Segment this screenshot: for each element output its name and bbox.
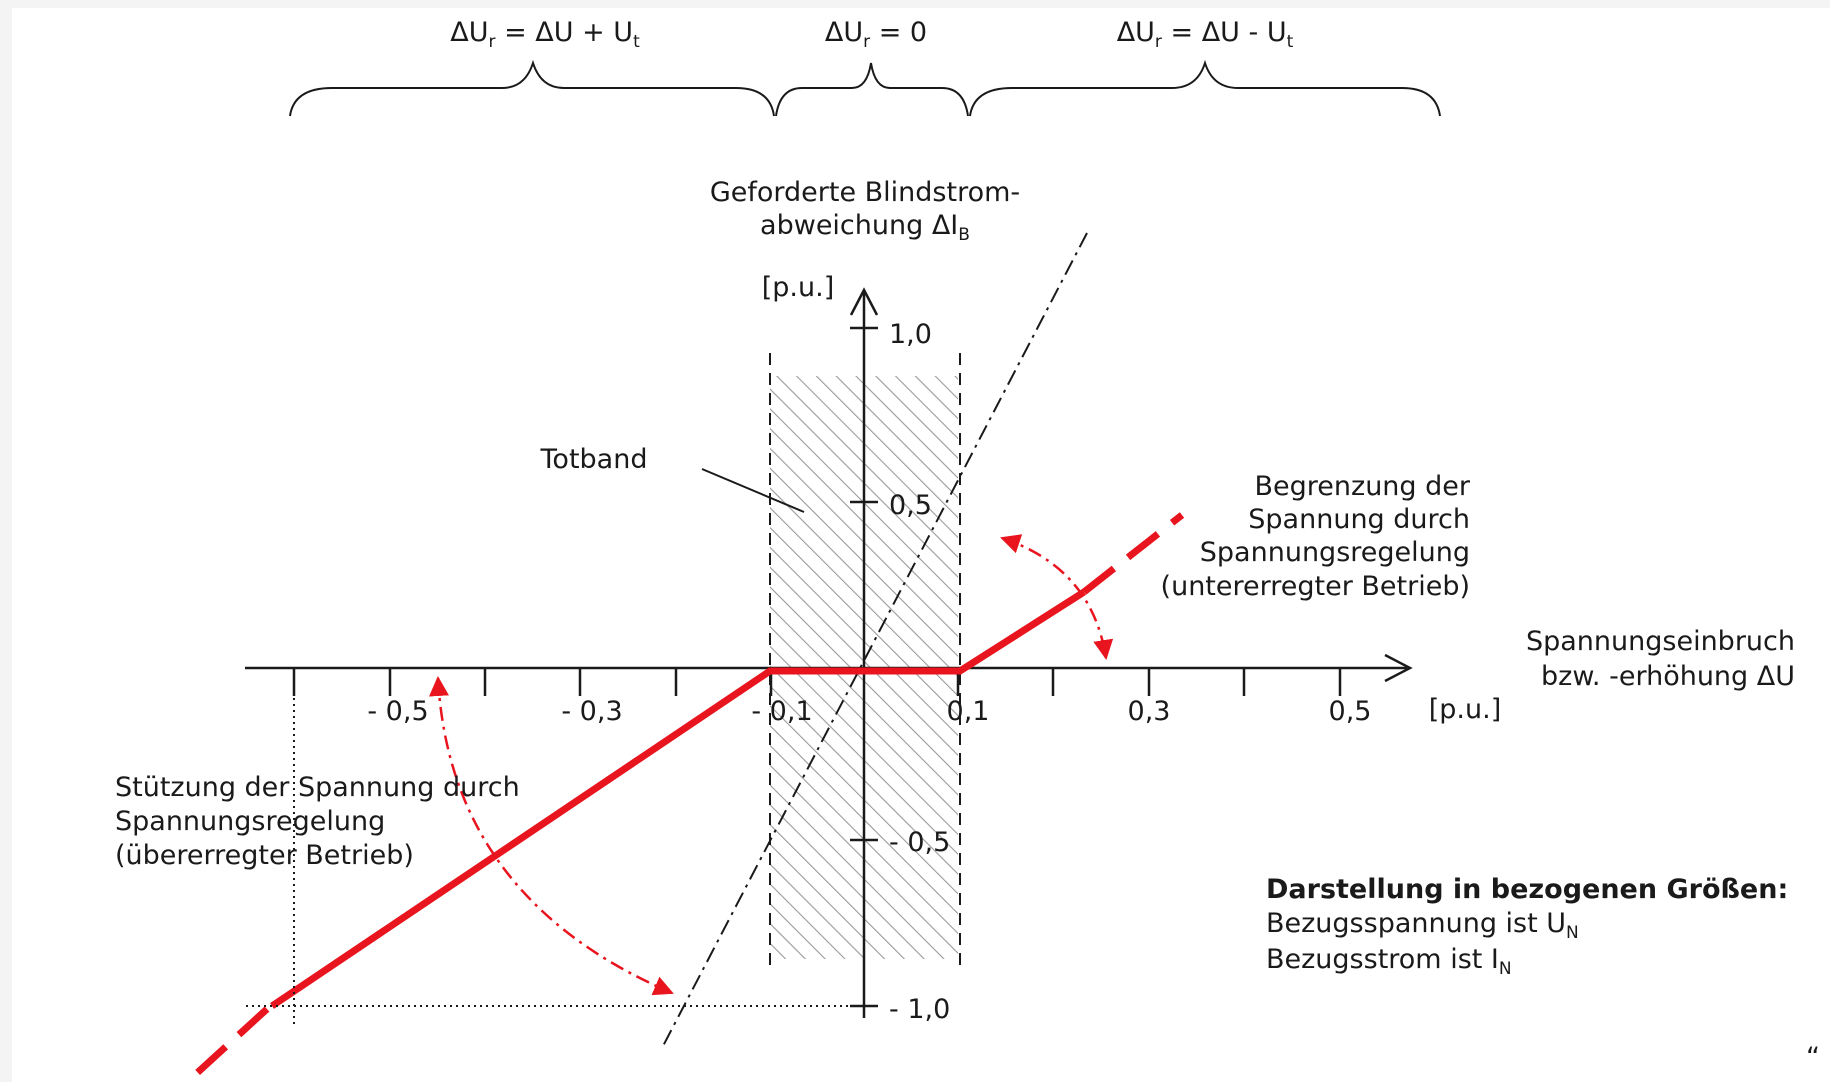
lower-label-line1: Stützung der Spannung durch	[115, 772, 520, 803]
x-tick-label: - 0,5	[367, 696, 428, 727]
y-tick-label: - 0,5	[889, 827, 950, 858]
y-tick-label: 1,0	[889, 319, 932, 350]
brace-right	[969, 59, 1441, 117]
upper-label-line4: (untererregter Betrieb)	[1161, 571, 1470, 602]
upper-label-line1: Begrenzung der	[1255, 471, 1471, 502]
x-axis-unit: [p.u.]	[1429, 694, 1501, 725]
region-label-right: ΔUr = ΔU - Ut	[1117, 17, 1294, 52]
x-tick-label: 0,3	[1128, 696, 1171, 727]
angle-arrow-upper	[1000, 534, 1114, 660]
reactive-current-characteristic-diagram: ΔUr = ΔU + Ut ΔUr = 0 ΔUr = ΔU - Ut - 0,…	[115, 17, 1820, 1076]
y-axis-title-line1: Geforderte Blindstrom-	[710, 177, 1020, 208]
y-axis-unit: [p.u.]	[762, 272, 834, 303]
brace-center	[775, 62, 969, 117]
lower-label-line3: (übererregter Betrieb)	[115, 840, 414, 871]
corner-quote-mark: “	[1806, 1042, 1820, 1073]
y-tick-label: 0,5	[889, 490, 932, 521]
lower-label-line2: Spannungsregelung	[115, 806, 385, 837]
region-label-center: ΔUr = 0	[825, 17, 927, 52]
characteristic-dashed-lower	[194, 1006, 270, 1076]
deadband-label: Totband	[540, 444, 648, 475]
y-tick-label: - 1,0	[889, 994, 950, 1025]
angle-arrow-lower	[429, 676, 674, 996]
deadband-leader-line	[701, 468, 805, 513]
x-tick-label: - 0,1	[751, 696, 812, 727]
x-tick-label: - 0,3	[561, 696, 622, 727]
note-line1: Bezugsspannung ist UN	[1266, 908, 1579, 943]
upper-label-line2: Spannung durch	[1248, 504, 1470, 535]
x-tick-label: 0,5	[1329, 696, 1372, 727]
diagram-canvas: ΔUr = ΔU + Ut ΔUr = 0 ΔUr = ΔU - Ut - 0,…	[12, 8, 1830, 1082]
x-axis-arrow-icon	[1384, 653, 1413, 683]
y-axis-arrow-icon	[849, 287, 879, 316]
note-line2: Bezugsstrom ist IN	[1266, 944, 1512, 979]
upper-label-line3: Spannungsregelung	[1200, 537, 1470, 568]
region-label-left: ΔUr = ΔU + Ut	[450, 17, 640, 52]
x-axis-title-line2: bzw. -erhöhung ΔU	[1541, 661, 1795, 692]
x-tick-label: 0,1	[947, 696, 990, 727]
y-axis-ticks	[850, 326, 878, 1008]
brace-left	[289, 59, 775, 117]
y-axis-title-line2: abweichung ΔIB	[760, 210, 970, 245]
x-axis-title-line1: Spannungseinbruch	[1526, 626, 1795, 657]
note-heading: Darstellung in bezogenen Größen:	[1266, 874, 1788, 905]
